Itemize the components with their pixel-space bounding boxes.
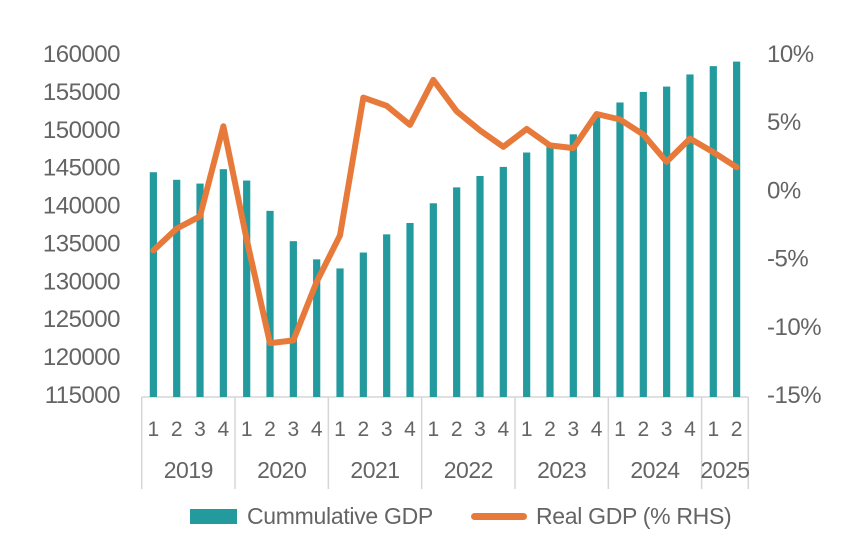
bar-2023-q4 xyxy=(593,116,601,397)
bar-2019-q1 xyxy=(149,172,157,397)
gdp-combo-chart: 160000 155000 150000 145000 140000 135000 1300… xyxy=(43,41,822,489)
year-label-2024: 2024 xyxy=(630,457,680,483)
right-axis-tick--10%: -10% xyxy=(767,314,821,341)
quarter-label: 3 xyxy=(567,418,579,441)
quarter-label: 2 xyxy=(451,418,463,441)
bar-2022-q3 xyxy=(476,176,484,397)
quarter-label: 1 xyxy=(521,418,533,441)
quarter-label: 1 xyxy=(148,418,160,441)
bar-2024-q3 xyxy=(663,86,671,397)
bar-2022-q2 xyxy=(453,187,461,397)
year-label-2019: 2019 xyxy=(164,457,213,483)
quarter-label: 4 xyxy=(311,418,323,441)
left-axis-tick-125000: 125000 xyxy=(43,306,120,333)
bar-2020-q2 xyxy=(266,210,274,397)
legend-bar-swatch xyxy=(190,509,237,524)
quarter-label: 1 xyxy=(241,418,253,441)
quarter-label: 4 xyxy=(497,418,509,441)
bar-2023-q3 xyxy=(569,134,577,397)
right-axis-tick-0%: 0% xyxy=(767,177,801,204)
bar-2020-q1 xyxy=(243,180,251,397)
legend-line-swatch xyxy=(470,513,527,520)
quarter-label: 2 xyxy=(264,418,276,441)
bar-2019-q2 xyxy=(173,179,181,397)
quarter-label: 1 xyxy=(707,418,719,441)
quarter-label: 4 xyxy=(684,418,696,441)
left-axis-tick-135000: 135000 xyxy=(43,230,120,257)
left-axis-tick-120000: 120000 xyxy=(43,344,120,371)
bar-2023-q2 xyxy=(546,144,554,397)
quarter-label: 1 xyxy=(614,418,626,441)
left-axis-tick-145000: 145000 xyxy=(43,155,120,182)
bar-2021-q1 xyxy=(336,268,344,397)
bar-2022-q4 xyxy=(499,166,507,397)
bar-2024-q1 xyxy=(616,102,624,398)
quarter-label: 2 xyxy=(357,418,369,441)
bar-2024-q2 xyxy=(639,91,647,397)
year-label-2020: 2020 xyxy=(257,457,306,483)
bar-2020-q4 xyxy=(313,259,321,397)
chart-legend: Cummulative GDP Real GDP (% RHS) xyxy=(190,503,732,530)
right-axis-tick--5%: -5% xyxy=(767,246,808,273)
right-axis-tick--15%: -15% xyxy=(767,382,821,409)
year-label-2023: 2023 xyxy=(537,457,586,483)
bar-2021-q2 xyxy=(359,252,367,397)
quarter-label: 1 xyxy=(427,418,439,441)
quarter-label: 3 xyxy=(288,418,300,441)
left-axis-tick-140000: 140000 xyxy=(43,193,120,220)
quarter-label: 4 xyxy=(218,418,230,441)
quarter-label: 2 xyxy=(544,418,556,441)
quarter-label: 4 xyxy=(404,418,416,441)
year-label-2025: 2025 xyxy=(700,457,749,483)
quarter-label: 2 xyxy=(731,418,743,441)
right-axis-tick-10%: 10% xyxy=(767,41,814,68)
left-axis-tick-150000: 150000 xyxy=(43,117,120,144)
legend-bar-label: Cummulative GDP xyxy=(247,503,433,529)
quarter-label: 3 xyxy=(474,418,486,441)
bar-2021-q4 xyxy=(406,222,414,397)
bar-2019-q4 xyxy=(219,169,227,397)
left-axis-tick-115000: 115000 xyxy=(45,382,120,409)
bar-2022-q1 xyxy=(429,203,437,397)
quarter-label: 2 xyxy=(637,418,649,441)
quarter-label: 3 xyxy=(381,418,393,441)
left-axis-tick-155000: 155000 xyxy=(43,79,120,106)
legend-line-label: Real GDP (% RHS) xyxy=(535,503,732,529)
real-gdp-line xyxy=(150,76,740,347)
year-label-2021: 2021 xyxy=(350,457,399,483)
bar-2019-q3 xyxy=(196,183,204,397)
bar-2023-q1 xyxy=(523,152,531,397)
quarter-label: 1 xyxy=(334,418,346,441)
bar-2025-q2 xyxy=(733,61,741,397)
bar-2020-q3 xyxy=(289,241,297,397)
quarter-label: 2 xyxy=(171,418,183,441)
quarter-label: 4 xyxy=(591,418,603,441)
right-axis-tick-5%: 5% xyxy=(767,109,801,136)
bar-2024-q4 xyxy=(686,74,694,398)
quarter-label: 3 xyxy=(194,418,206,441)
year-label-2022: 2022 xyxy=(444,457,493,483)
quarter-label: 3 xyxy=(661,418,673,441)
bar-2021-q3 xyxy=(383,234,391,397)
left-axis-tick-130000: 130000 xyxy=(43,268,120,295)
left-axis-tick-160000: 160000 xyxy=(43,41,120,68)
bar-2025-q1 xyxy=(709,66,717,397)
